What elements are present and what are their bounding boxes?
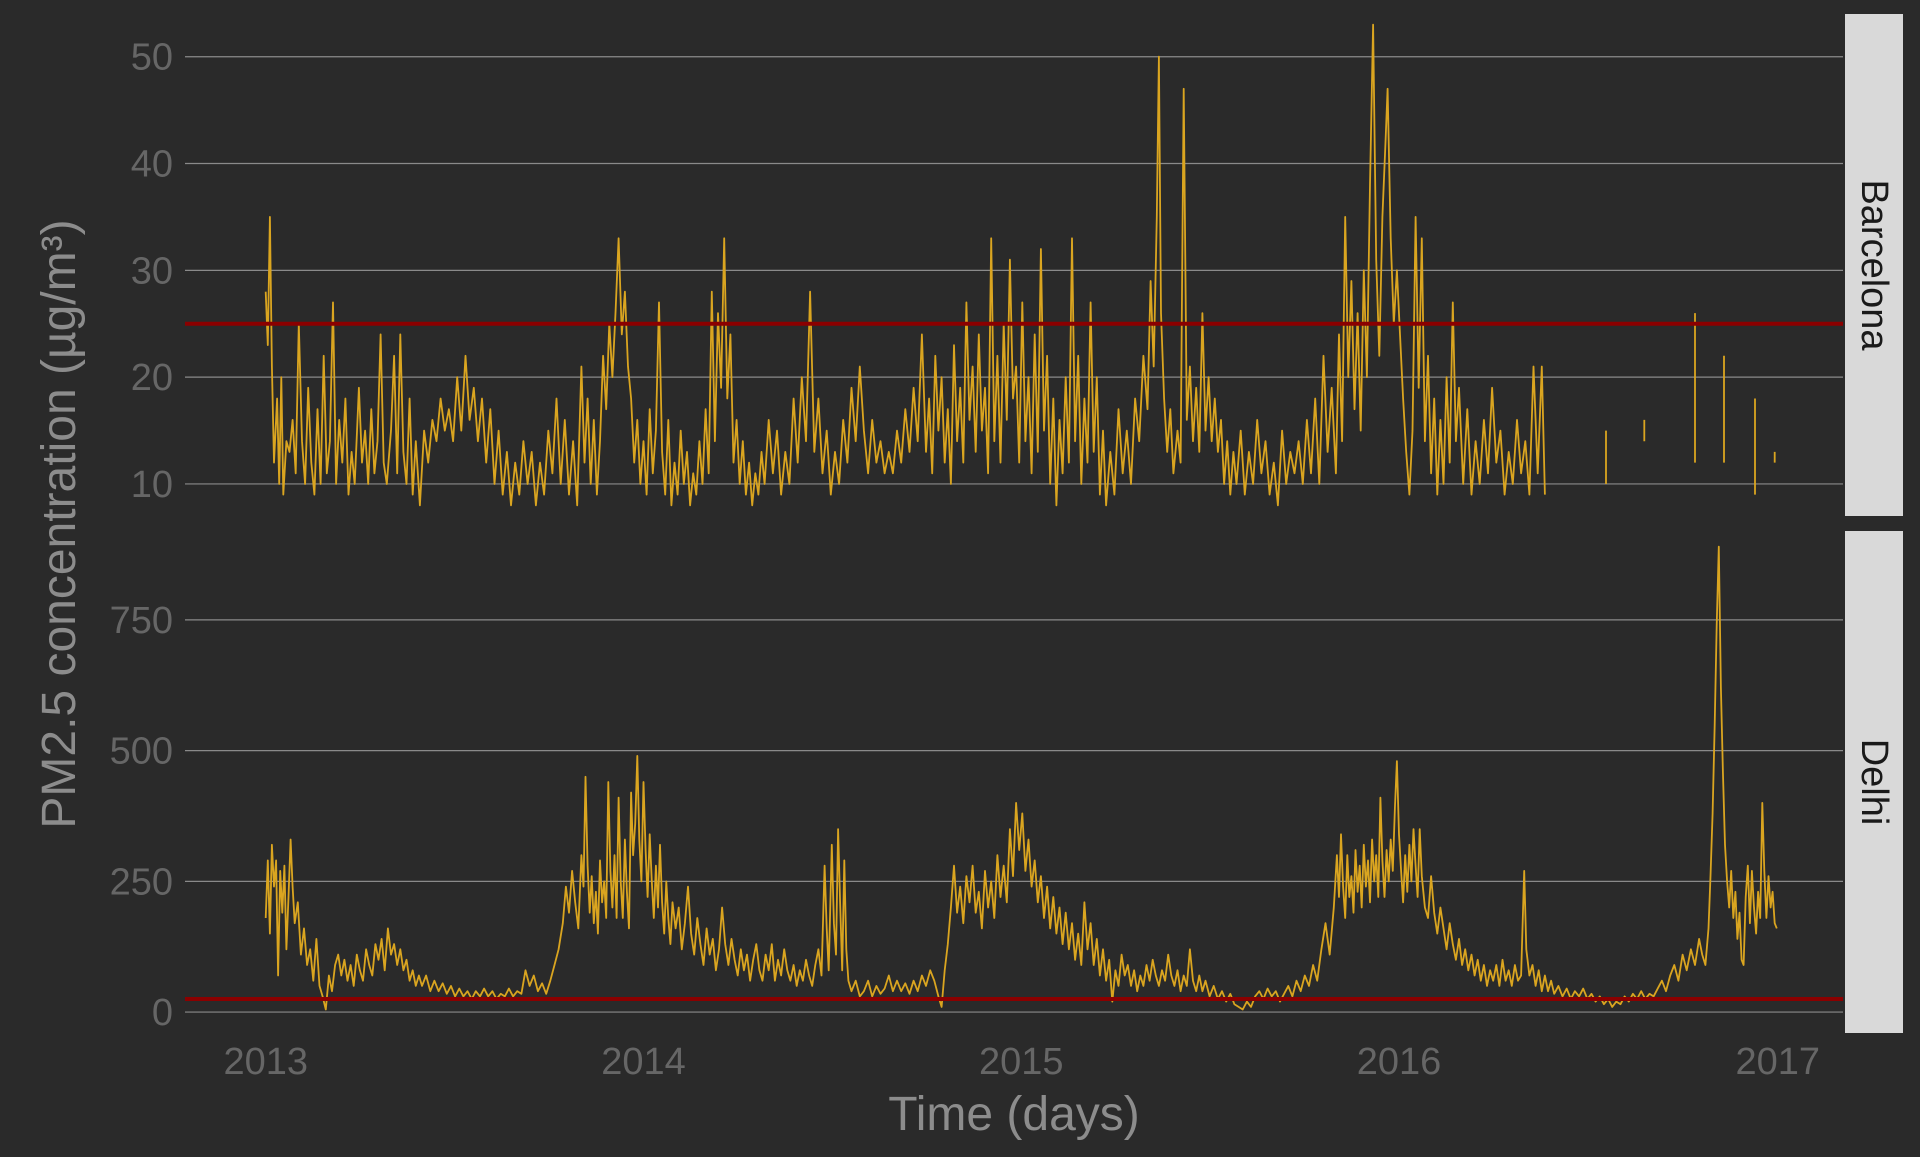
y-tick-label: 20 [131,357,173,399]
x-tick-label: 2015 [979,1041,1064,1083]
x-tick-label: 2017 [1736,1041,1821,1083]
series-line-barcelona [264,23,1776,507]
x-tick-label: 2016 [1357,1041,1442,1083]
x-axis-title: Time (days) [888,1088,1140,1141]
y-tick-label: 250 [110,861,173,903]
facet-strip-barcelona [1845,14,1903,516]
series-line-delhi [264,545,1778,1011]
y-tick-label: 50 [131,37,173,79]
y-tick-label: 40 [131,144,173,186]
x-tick-label: 2014 [601,1041,686,1083]
facet-label-delhi: Delhi [1853,739,1895,826]
y-tick-label: 30 [131,250,173,292]
y-axis-title: PM2.5 concentration (µg/m³) [33,219,86,828]
y-tick-label: 0 [152,992,173,1034]
y-tick-label: 500 [110,731,173,773]
y-tick-label: 750 [110,600,173,642]
facet-strip-delhi [1845,531,1903,1033]
y-tick-label: 10 [131,464,173,506]
facet-label-barcelona: Barcelona [1853,179,1895,351]
x-tick-label: 2013 [223,1041,308,1083]
